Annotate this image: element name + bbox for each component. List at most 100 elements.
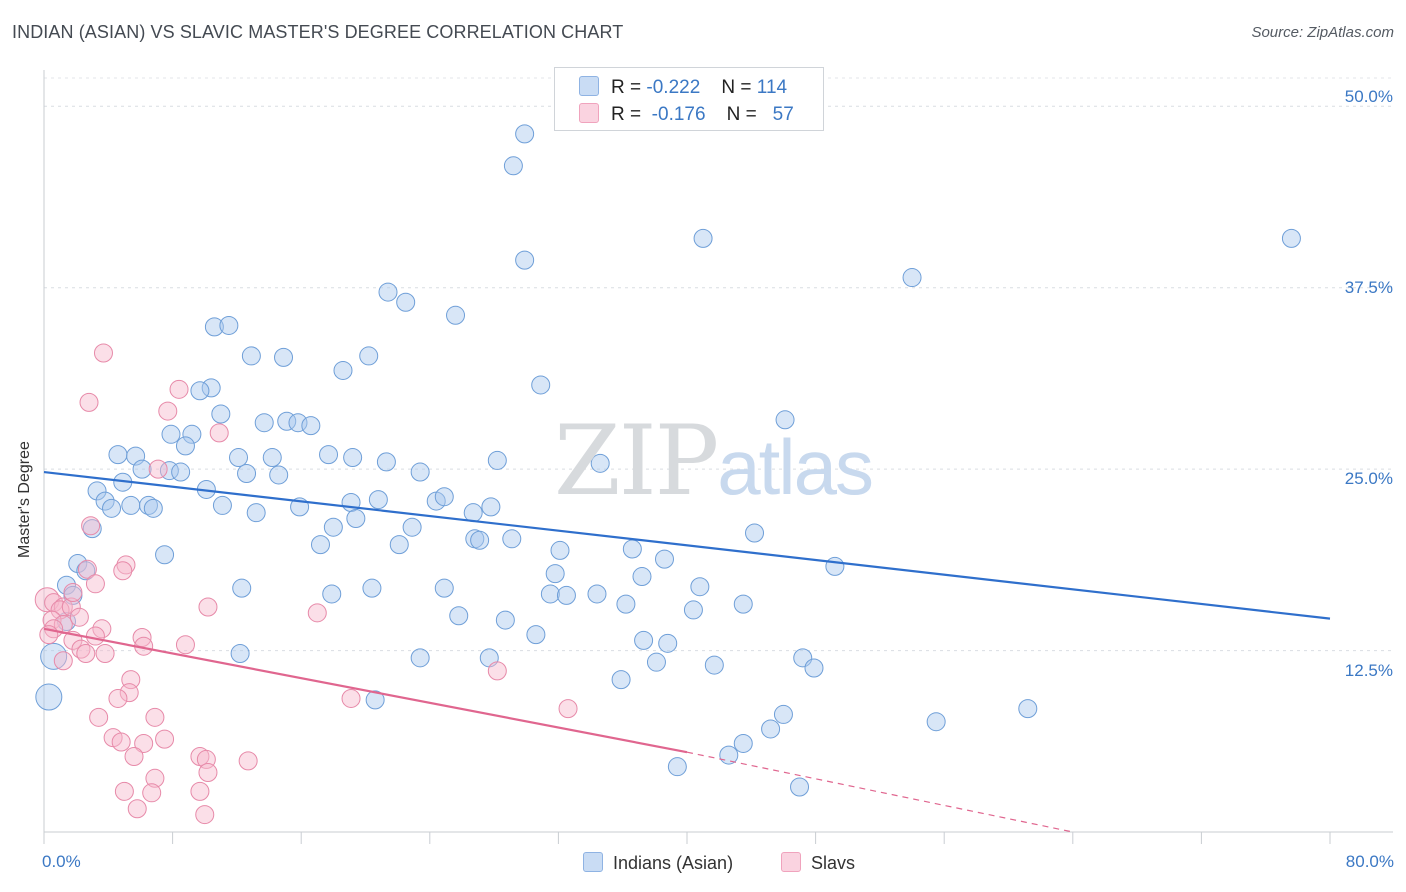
point-slavs xyxy=(119,683,139,703)
point-indians xyxy=(108,445,128,465)
legend-label-slavs: Slavs xyxy=(811,853,856,873)
point-slavs xyxy=(63,583,83,603)
legend-item-slavs: Slavs xyxy=(781,852,855,874)
point-indians xyxy=(616,594,636,614)
point-slavs xyxy=(127,799,147,819)
point-slavs xyxy=(93,343,113,363)
point-indians xyxy=(545,564,565,584)
point-indians xyxy=(301,416,321,436)
point-indians xyxy=(362,578,382,598)
legend-n-value: 57 xyxy=(772,104,794,125)
point-indians xyxy=(402,517,422,537)
point-indians xyxy=(550,540,570,560)
point-indians xyxy=(95,491,115,511)
point-slavs xyxy=(195,805,215,825)
point-indians xyxy=(396,292,416,312)
point-indians xyxy=(515,124,535,144)
point-indians xyxy=(410,462,430,482)
point-slavs xyxy=(209,423,229,443)
point-slavs xyxy=(487,661,507,681)
point-slavs xyxy=(341,688,361,708)
point-indians xyxy=(378,282,398,302)
legend-swatch-slavs xyxy=(781,852,801,872)
point-indians xyxy=(632,567,652,587)
point-indians xyxy=(230,643,250,663)
point-indians xyxy=(155,545,175,565)
point-indians xyxy=(667,757,687,777)
chart-title: INDIAN (ASIAN) VS SLAVIC MASTER'S DEGREE… xyxy=(12,22,624,42)
point-indians xyxy=(515,250,535,270)
chart-source: Source: ZipAtlas.com xyxy=(1251,24,1394,41)
stats-legend: R = -0.222 N = 114 R = -0.176 N = 57 xyxy=(554,67,824,131)
point-slavs xyxy=(148,459,168,479)
point-indians xyxy=(1018,699,1038,719)
point-indians xyxy=(368,490,388,510)
point-slavs xyxy=(92,619,112,639)
legend-r-value: -0.222 xyxy=(646,77,701,98)
point-indians xyxy=(495,610,515,630)
legend-item-indians: Indians (Asian) xyxy=(583,852,733,874)
point-indians xyxy=(175,436,195,456)
point-slavs xyxy=(77,559,97,579)
point-indians xyxy=(704,655,724,675)
point-indians xyxy=(540,584,560,604)
x-tick-label-min: 0.0% xyxy=(42,852,81,871)
point-indians xyxy=(87,481,107,501)
legend-swatch-slavs xyxy=(579,103,599,123)
point-indians xyxy=(926,712,946,732)
point-indians xyxy=(590,453,610,473)
point-slavs xyxy=(142,783,162,803)
point-indians xyxy=(503,156,523,176)
point-indians xyxy=(446,305,466,325)
point-slavs xyxy=(158,401,178,421)
legend-swatch-indians xyxy=(583,852,603,872)
point-slavs xyxy=(39,625,59,645)
point-slavs xyxy=(61,597,81,617)
y-axis-title: Master's Degree xyxy=(16,441,33,558)
trendline-indians xyxy=(43,470,1331,620)
point-indians xyxy=(825,556,845,576)
legend-n-label: N = xyxy=(721,77,752,98)
point-slavs xyxy=(79,392,99,412)
legend-row-indians: R = -0.222 N = 114 xyxy=(579,76,787,100)
trendline-slavs-extension xyxy=(686,751,1073,833)
point-indians xyxy=(171,462,191,482)
point-indians xyxy=(319,445,339,465)
y-tick-label: 25.0% xyxy=(1344,469,1393,488)
point-indians xyxy=(237,463,257,483)
point-indians xyxy=(733,733,753,753)
point-indians xyxy=(343,448,363,468)
y-tick-label: 12.5% xyxy=(1344,661,1393,680)
point-slavs xyxy=(558,699,578,719)
point-slavs xyxy=(155,729,175,749)
point-indians xyxy=(587,584,607,604)
point-indians xyxy=(463,503,483,523)
point-indians xyxy=(902,268,922,288)
y-tick-label: 37.5% xyxy=(1344,278,1393,297)
y-tick-label: 50.0% xyxy=(1344,87,1393,106)
x-tick-label-max: 80.0% xyxy=(1345,852,1394,871)
point-indians xyxy=(634,630,654,650)
point-indians xyxy=(622,539,642,559)
point-slavs xyxy=(53,597,73,617)
point-slavs xyxy=(95,643,115,663)
point-indians xyxy=(182,424,202,444)
point-indians xyxy=(68,553,88,573)
point-indians xyxy=(733,594,753,614)
point-indians xyxy=(212,495,232,515)
legend-r-label: R = xyxy=(611,104,642,125)
point-indians xyxy=(790,777,810,797)
point-indians xyxy=(241,346,261,366)
point-indians xyxy=(690,577,710,597)
watermark-zip: ZIP xyxy=(554,405,719,517)
point-indians xyxy=(269,465,289,485)
point-indians xyxy=(658,633,678,653)
point-indians xyxy=(246,503,266,523)
point-indians xyxy=(434,578,454,598)
trendline-slavs xyxy=(43,627,688,754)
point-indians xyxy=(121,495,141,515)
point-indians xyxy=(773,704,793,724)
watermark-atlas: atlas xyxy=(717,423,874,511)
point-indians xyxy=(254,413,274,433)
point-slavs xyxy=(114,781,134,801)
